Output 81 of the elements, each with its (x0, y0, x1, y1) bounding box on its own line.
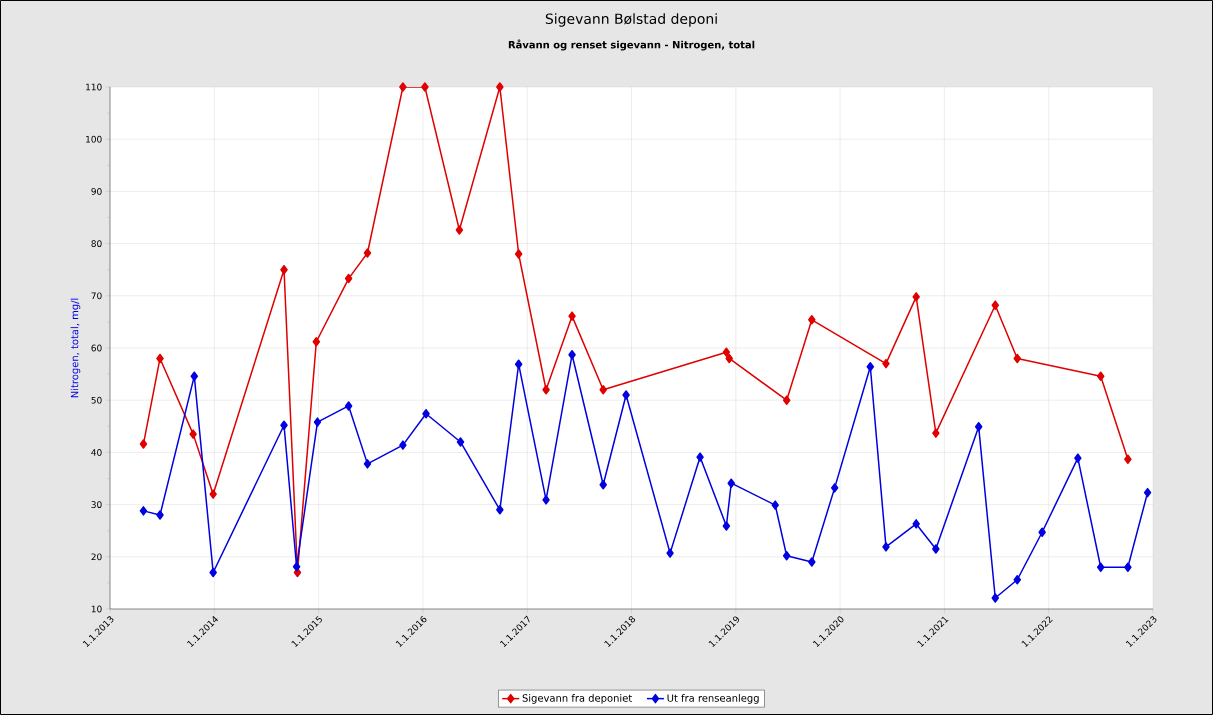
chart-title: Sigevann Bølstad deponi (545, 13, 717, 27)
point (1038, 527, 1046, 538)
y-tick-label: 100 (86, 135, 102, 143)
point (156, 510, 164, 520)
point (189, 429, 197, 439)
point (808, 557, 816, 567)
point (866, 362, 875, 372)
point (190, 371, 199, 381)
point (1013, 575, 1022, 585)
point (455, 225, 464, 235)
y-tick-label: 30 (91, 501, 102, 508)
y-axis-title: Nitrogen, total, mg/l (70, 298, 81, 398)
point (280, 264, 288, 275)
point (912, 519, 920, 529)
point (542, 495, 550, 505)
y-tick-label: 60 (91, 344, 102, 352)
point (399, 82, 407, 92)
point (456, 437, 465, 447)
point (363, 248, 372, 258)
point (139, 506, 148, 516)
point (782, 395, 791, 405)
point (974, 422, 983, 432)
point (932, 544, 940, 554)
point (542, 385, 550, 395)
point (912, 292, 920, 302)
point (496, 82, 504, 92)
point (991, 300, 1000, 310)
point (771, 500, 779, 510)
point (727, 478, 735, 488)
point (830, 483, 839, 493)
point (808, 315, 816, 325)
point (932, 428, 940, 438)
point (292, 561, 301, 572)
y-tick-label: 80 (91, 240, 102, 247)
legend-label: Ut fra renseanlegg (667, 694, 759, 704)
point (280, 420, 288, 430)
point (666, 548, 674, 558)
point (725, 353, 733, 364)
point (599, 480, 607, 490)
point (991, 593, 1000, 603)
y-tick-label: 10 (91, 605, 102, 613)
point (568, 311, 576, 321)
point (599, 385, 607, 395)
y-tick-label: 110 (86, 83, 102, 91)
point (882, 358, 890, 369)
point (1124, 562, 1132, 572)
point (882, 542, 890, 552)
point (568, 350, 576, 360)
point (1143, 487, 1152, 498)
chart-subtitle: Råvann og renset sigevann - Nitrogen, total (508, 39, 755, 51)
point (344, 401, 353, 411)
point (722, 347, 731, 357)
point (399, 440, 407, 450)
point (1096, 371, 1105, 381)
point (156, 353, 164, 364)
point (139, 439, 148, 449)
point (622, 390, 630, 400)
point (514, 249, 523, 259)
point (312, 336, 321, 347)
point (1013, 353, 1022, 364)
point (313, 417, 322, 427)
point (1124, 454, 1132, 464)
point (209, 567, 217, 578)
point (1074, 453, 1082, 463)
point (344, 273, 353, 284)
y-tick-label: 70 (91, 292, 102, 300)
y-tick-label: 90 (91, 188, 102, 195)
point (722, 521, 731, 531)
y-tick-label: 50 (91, 396, 102, 404)
point (209, 489, 217, 499)
point (421, 82, 429, 92)
point (496, 505, 504, 515)
point (782, 551, 791, 561)
legend-label: Sigevann fra deponiet (522, 694, 632, 704)
point (422, 409, 430, 419)
y-tick-label: 20 (91, 553, 102, 561)
point (363, 459, 372, 469)
point (514, 359, 523, 369)
y-tick-label: 40 (91, 449, 102, 456)
point (696, 452, 704, 462)
point (1096, 562, 1105, 572)
